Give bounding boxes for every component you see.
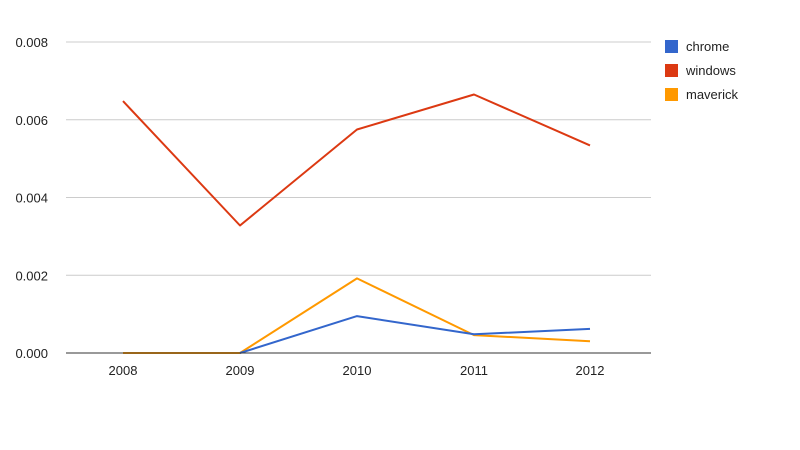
x-tick-label: 2012 [576,363,605,378]
legend-label-maverick: maverick [686,87,739,102]
y-tick-label: 0.008 [15,35,48,50]
gridlines [66,41,651,276]
legend-label-chrome: chrome [686,39,729,54]
x-axis-ticks: 2008 2009 2010 2011 2012 [109,363,605,378]
x-tick-label: 2009 [226,363,255,378]
legend-swatch-windows [665,64,678,77]
legend-label-windows: windows [685,63,736,78]
series-lines [122,93,591,354]
y-tick-label: 0.000 [15,346,48,361]
legend: chrome windows maverick [665,39,739,102]
x-tick-label: 2008 [109,363,138,378]
legend-swatch-maverick [665,88,678,101]
series-line-windows [122,93,591,227]
series-line-chrome [239,315,591,354]
y-tick-label: 0.002 [15,268,48,283]
y-axis-ticks: 0.000 0.002 0.004 0.006 0.008 [15,35,48,361]
legend-swatch-chrome [665,40,678,53]
x-tick-label: 2010 [343,363,372,378]
y-tick-label: 0.006 [15,113,48,128]
x-tick-label: 2011 [460,363,488,378]
y-tick-label: 0.004 [15,191,48,206]
